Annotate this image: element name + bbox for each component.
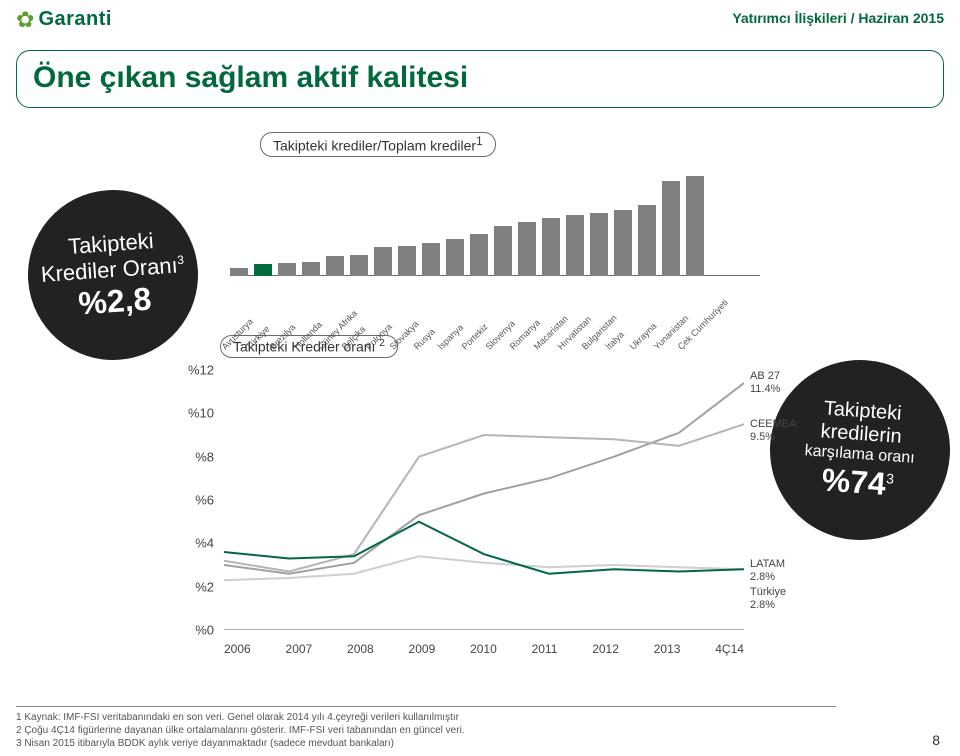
- y-tick-label: %10: [188, 406, 214, 421]
- x-tick-label: 2008: [347, 642, 374, 656]
- bars-row: [230, 176, 760, 276]
- footnote-3: 3 Nisan 2015 itibarıyla BDDK aylık veriy…: [16, 737, 836, 750]
- bar: [494, 226, 512, 276]
- y-tick-label: %2: [195, 579, 214, 594]
- y-tick-label: %8: [195, 449, 214, 464]
- bar: [446, 239, 464, 276]
- bar-chart: AvusturyaTürkiyeBrezilyaHollandaGüney Af…: [230, 162, 760, 332]
- badge2-value: %743: [821, 461, 895, 503]
- page-title: Öne çıkan sağlam aktif kalitesi: [33, 61, 927, 95]
- x-tick-label: 2009: [409, 642, 436, 656]
- badge-coverage-ratio: Takipteki kredilerin karşılama oranı %74…: [764, 354, 956, 546]
- bar-category-label: Yunanistan: [652, 332, 672, 352]
- series-ceemea: [224, 424, 744, 571]
- x-tick-label: 2006: [224, 642, 251, 656]
- bar-category-label: Portekiz: [460, 332, 480, 352]
- x-tick-label: 2007: [286, 642, 313, 656]
- y-tick-label: %4: [195, 536, 214, 551]
- series-label-ceemea: CEEMEA 9.5%: [750, 418, 796, 444]
- bar-category-label: Rusya: [412, 332, 432, 352]
- y-tick-label: %12: [188, 363, 214, 378]
- x-tick-label: 2013: [654, 642, 681, 656]
- bar: [614, 210, 632, 276]
- bar-category-label: Romanya: [508, 332, 528, 352]
- chart1-label-text: Takipteki krediler/Toplam krediler: [273, 138, 476, 154]
- bar: [350, 255, 368, 276]
- footnotes: 1 Kaynak: IMF-FSI veritabanındaki en son…: [16, 706, 836, 750]
- bar: [590, 213, 608, 276]
- bar-category-label: Hırvatistan: [556, 332, 576, 352]
- bar-category-label: Çek Cumhuriyeti: [676, 332, 696, 352]
- bar: [638, 205, 656, 276]
- chart1-label-sup: 1: [476, 135, 482, 148]
- x-axis-labels: 2006 2007 2008 2009 2010 2011 2012 2013 4Ç14: [224, 642, 744, 656]
- bar-category-label: Bulgaristan: [580, 332, 600, 352]
- bar: [662, 181, 680, 276]
- page-title-box: Öne çıkan sağlam aktif kalitesi: [16, 50, 944, 108]
- bar-labels: AvusturyaTürkiyeBrezilyaHollandaGüney Af…: [230, 322, 760, 332]
- bar: [230, 268, 248, 276]
- bar: [374, 247, 392, 276]
- bar: [686, 176, 704, 276]
- series-label-latam: LATAM 2.8%: [750, 558, 785, 584]
- bar-category-label: İspanya: [436, 332, 456, 352]
- line-svg: [224, 370, 744, 630]
- chart1-label: Takipteki krediler/Toplam krediler1: [260, 132, 496, 157]
- y-tick-label: %6: [195, 493, 214, 508]
- badge-npl-ratio: Takipteki Krediler Oranı3 %2,8: [22, 184, 203, 365]
- x-tick-label: 4Ç14: [715, 642, 744, 656]
- logo: ✿ Garanti: [16, 8, 112, 31]
- header-context: Yatırımcı İlişkileri / Haziran 2015: [732, 10, 944, 26]
- bar: [422, 243, 440, 276]
- bar: [398, 246, 416, 276]
- page-number: 8: [932, 732, 940, 748]
- y-tick-label: %0: [195, 623, 214, 638]
- bar: [326, 256, 344, 276]
- x-tick-label: 2012: [592, 642, 619, 656]
- bar: [542, 218, 560, 276]
- series-label-ab27: AB 27 11.4%: [750, 370, 780, 396]
- bar: [278, 263, 296, 276]
- bar-category-label: Slovenya: [484, 332, 504, 352]
- bar: [566, 215, 584, 276]
- clover-icon: ✿: [16, 9, 34, 31]
- y-axis-labels: %12%10%8%6%4%2%0: [174, 370, 214, 630]
- line-chart: %12%10%8%6%4%2%0 20062007200820092010201…: [180, 370, 760, 670]
- series-ab27: [224, 383, 744, 574]
- bar: [302, 262, 320, 276]
- bar-category-label: İtalya: [604, 332, 624, 352]
- badge1-value: %2,8: [77, 280, 152, 322]
- bar: [470, 234, 488, 276]
- bar-category-label: Macaristan: [532, 332, 552, 352]
- footnote-1: 1 Kaynak: IMF-FSI veritabanındaki en son…: [16, 711, 836, 724]
- footnote-2: 2 Çoğu 4Ç14 figürlerine dayanan ülke ort…: [16, 724, 836, 737]
- x-tick-label: 2010: [470, 642, 497, 656]
- series-label-turkiye: Türkiye 2.8%: [750, 586, 786, 612]
- x-tick-label: 2011: [532, 642, 558, 656]
- logo-text: Garanti: [38, 8, 112, 31]
- bar: [518, 222, 536, 276]
- bar-category-label: Ukrayna: [628, 332, 648, 352]
- bar: [254, 264, 272, 276]
